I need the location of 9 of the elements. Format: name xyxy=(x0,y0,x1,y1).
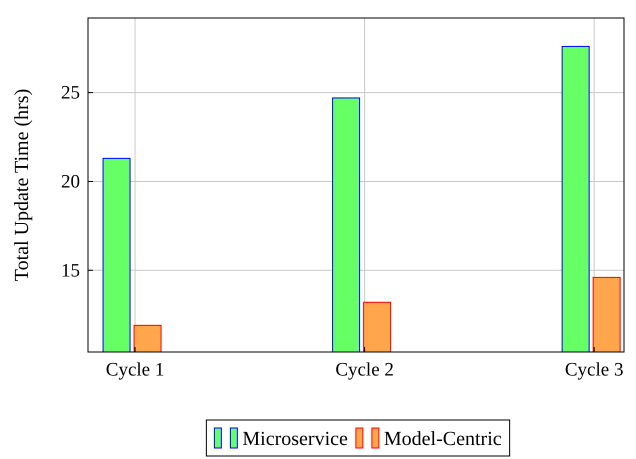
x-tick-label: Cycle 3 xyxy=(564,359,624,380)
y-axis-title: Total Update Time (hrs) xyxy=(11,88,33,282)
x-tick-label: Cycle 1 xyxy=(106,359,164,380)
legend-label: Model-Centric xyxy=(384,428,502,450)
y-tick-label: 25 xyxy=(61,82,80,104)
y-tick-label: 20 xyxy=(61,172,80,193)
y-tick-label: 15 xyxy=(61,260,80,282)
x-tick-label: Cycle 2 xyxy=(335,359,394,380)
legend-label: Microservice xyxy=(242,428,348,450)
